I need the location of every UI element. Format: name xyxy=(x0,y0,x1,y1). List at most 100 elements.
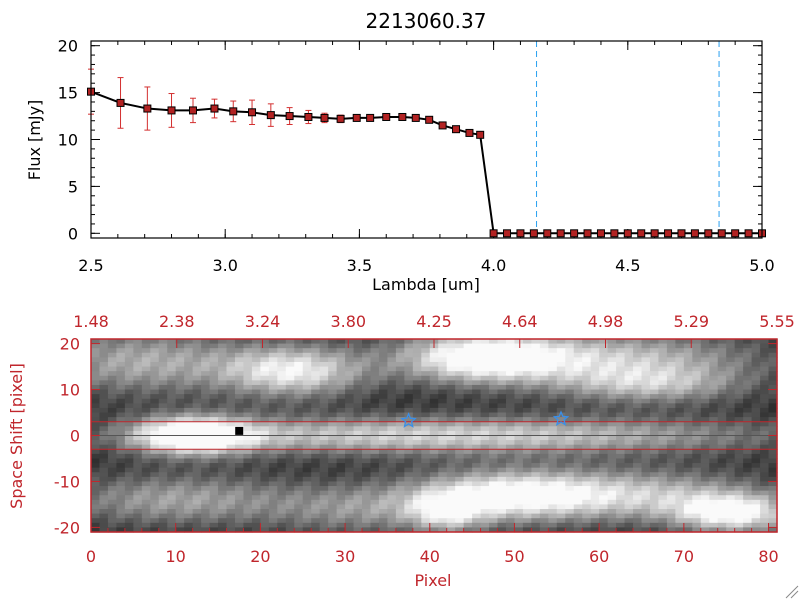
heatmap-cell xyxy=(328,357,338,363)
heatmap-cell xyxy=(234,504,245,510)
heatmap-cell xyxy=(455,463,465,469)
flux-data-point xyxy=(731,229,740,238)
top-plot-frame xyxy=(90,40,763,239)
heatmap-cell xyxy=(319,467,329,473)
resize-grip-icon[interactable] xyxy=(785,585,799,599)
heatmap-cell xyxy=(489,509,499,515)
heatmap-cell xyxy=(251,476,261,483)
heatmap-cell xyxy=(362,384,372,391)
heatmap-cell xyxy=(421,357,431,363)
heatmap-cell xyxy=(675,371,685,377)
heatmap-cell xyxy=(709,371,719,377)
heatmap-cell xyxy=(345,435,355,441)
heatmap-cell xyxy=(412,449,422,455)
heatmap-cell xyxy=(599,407,609,414)
heatmap-cell xyxy=(192,509,202,515)
heatmap-cell xyxy=(472,499,482,506)
heatmap-cell xyxy=(421,458,431,464)
heatmap-cell xyxy=(294,407,304,414)
heatmap-cell xyxy=(522,384,532,391)
heatmap-cell xyxy=(260,463,270,469)
heatmap-cell xyxy=(277,490,287,496)
heatmap-cell xyxy=(624,361,634,368)
top-y-tick-label: 20 xyxy=(58,37,78,56)
heatmap-cell xyxy=(726,444,736,450)
heatmap-cell xyxy=(319,352,329,358)
heatmap-cell xyxy=(192,371,202,377)
heatmap-cell xyxy=(150,407,160,414)
heatmap-cell xyxy=(345,527,355,533)
heatmap-cell xyxy=(226,398,236,404)
heatmap-cell xyxy=(260,407,270,414)
heatmap-cell xyxy=(285,375,295,381)
heatmap-cell xyxy=(362,430,372,437)
heatmap-cell xyxy=(150,339,160,345)
heatmap-cell xyxy=(472,486,482,492)
heatmap-cell xyxy=(362,361,372,368)
heatmap-cell xyxy=(531,472,541,478)
heatmap-cell xyxy=(505,389,516,395)
heatmap-cell xyxy=(480,504,490,510)
heatmap-cell xyxy=(184,504,194,510)
heatmap-cell xyxy=(666,449,676,455)
heatmap-cell xyxy=(616,449,626,455)
heatmap-cell xyxy=(99,463,109,469)
heatmap-cell xyxy=(387,495,397,501)
heatmap-cell xyxy=(489,522,499,529)
heatmap-cell xyxy=(565,522,575,529)
heatmap-cell xyxy=(141,513,151,519)
heatmap-cell xyxy=(362,518,372,524)
heatmap-cell xyxy=(438,476,448,483)
heatmap-cell xyxy=(285,380,295,386)
heatmap-cell xyxy=(319,398,329,404)
heatmap-cell xyxy=(345,417,355,423)
heatmap-cell xyxy=(607,449,617,455)
heatmap-cell xyxy=(175,527,185,533)
heatmap-cell xyxy=(226,522,236,529)
heatmap-cell xyxy=(700,458,710,464)
flux-data-point xyxy=(690,229,699,238)
heatmap-x-tick-label: 10 xyxy=(166,547,186,566)
heatmap-cell xyxy=(395,380,405,386)
heatmap-cell xyxy=(319,444,329,450)
heatmap-cell xyxy=(362,527,372,533)
heatmap-cell xyxy=(717,504,727,510)
heatmap-cell xyxy=(539,513,549,519)
heatmap-cell xyxy=(505,375,516,381)
heatmap-cell xyxy=(328,417,338,423)
heatmap-cell xyxy=(455,472,465,478)
heatmap-cell xyxy=(234,339,245,345)
heatmap-cell xyxy=(505,518,516,524)
heatmap-cell xyxy=(319,463,329,469)
heatmap-cell xyxy=(167,522,177,529)
heatmap-cell xyxy=(226,449,236,455)
heatmap-cell xyxy=(243,527,253,533)
heatmap-cell xyxy=(607,403,617,409)
star-marker-icon xyxy=(400,412,417,428)
heatmap-cell xyxy=(641,440,651,446)
heatmap-cell xyxy=(353,495,363,501)
heatmap-cell xyxy=(362,371,372,377)
heatmap-cell xyxy=(539,366,549,372)
heatmap-cell xyxy=(641,527,651,533)
heatmap-cell xyxy=(421,495,431,501)
heatmap-cell xyxy=(226,348,236,354)
heatmap-cell xyxy=(107,449,118,455)
heatmap-cell xyxy=(607,407,617,414)
heatmap-cell xyxy=(514,458,524,464)
heatmap-cell xyxy=(573,375,583,381)
heatmap-cell xyxy=(226,481,236,487)
heatmap-cell xyxy=(243,357,253,363)
heatmap-cell xyxy=(700,453,710,460)
heatmap-cell xyxy=(565,389,575,395)
heatmap-cell xyxy=(565,426,575,432)
heatmap-cell xyxy=(311,463,321,469)
heatmap-cell xyxy=(616,380,626,386)
heatmap-cell xyxy=(336,435,346,441)
heatmap-cell xyxy=(429,352,439,358)
heatmap-cell xyxy=(692,486,702,492)
heatmap-cell xyxy=(124,389,134,395)
heatmap-cell xyxy=(311,357,321,363)
heatmap-cell xyxy=(455,481,465,487)
